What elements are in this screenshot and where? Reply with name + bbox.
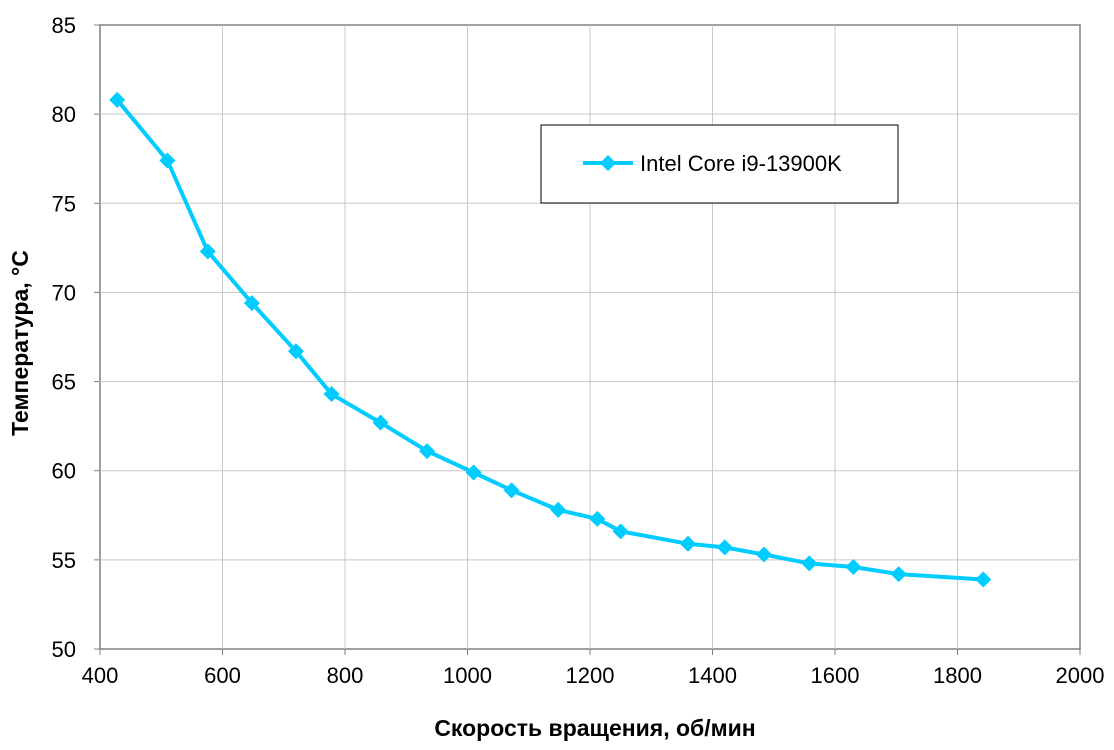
data-point-marker — [612, 523, 629, 540]
x-axis-title: Скорость вращения, об/мин — [434, 715, 755, 741]
data-point-marker — [109, 91, 126, 108]
data-point-marker — [975, 571, 992, 588]
data-point-marker — [801, 555, 818, 572]
y-tick-label: 50 — [52, 637, 76, 662]
data-point-marker — [159, 152, 176, 169]
series-line — [115, 98, 984, 582]
y-tick-label: 70 — [52, 280, 76, 305]
x-tick-label: 2000 — [1056, 663, 1105, 688]
legend-diamond-marker — [600, 155, 616, 171]
data-point-marker — [323, 386, 340, 403]
x-tick-label: 1800 — [933, 663, 982, 688]
x-tick-label: 1000 — [443, 663, 492, 688]
y-tick-label: 75 — [52, 191, 76, 216]
data-point-marker — [465, 464, 482, 481]
data-point-marker — [550, 501, 567, 518]
y-tick-label: 60 — [52, 459, 76, 484]
data-point-marker — [755, 546, 772, 563]
y-tick-labels: 50 55 60 65 70 75 80 85 — [52, 13, 76, 662]
data-point-marker — [890, 566, 907, 583]
x-tick-label: 800 — [327, 663, 364, 688]
x-tick-label: 1400 — [688, 663, 737, 688]
legend-series-label: Intel Core i9-13900K — [640, 151, 842, 176]
data-point-marker — [199, 243, 216, 260]
y-axis-title: Температура, °С — [7, 250, 33, 436]
data-point-marker — [243, 295, 260, 312]
data-point-marker — [845, 558, 862, 575]
data-point-marker — [288, 343, 304, 360]
y-tick-label: 80 — [52, 102, 76, 127]
x-tick-label: 1600 — [811, 663, 860, 688]
y-tick-label: 65 — [52, 370, 76, 395]
data-point-marker — [589, 510, 606, 527]
x-tick-label: 600 — [204, 663, 241, 688]
x-tick-label: 400 — [82, 663, 119, 688]
data-point-marker — [419, 443, 436, 460]
data-point-marker — [503, 482, 520, 499]
data-point-marker — [680, 535, 696, 552]
legend: Intel Core i9-13900K — [540, 124, 899, 204]
y-tick-label: 55 — [52, 548, 76, 573]
y-tick-label: 85 — [52, 13, 76, 38]
x-tick-label: 1200 — [566, 663, 615, 688]
data-point-marker — [372, 414, 389, 431]
x-tick-labels: 400 600 800 1000 1200 1400 1600 1800 2000 — [82, 663, 1105, 688]
data-point-marker — [716, 539, 733, 556]
series-layer — [109, 91, 992, 588]
